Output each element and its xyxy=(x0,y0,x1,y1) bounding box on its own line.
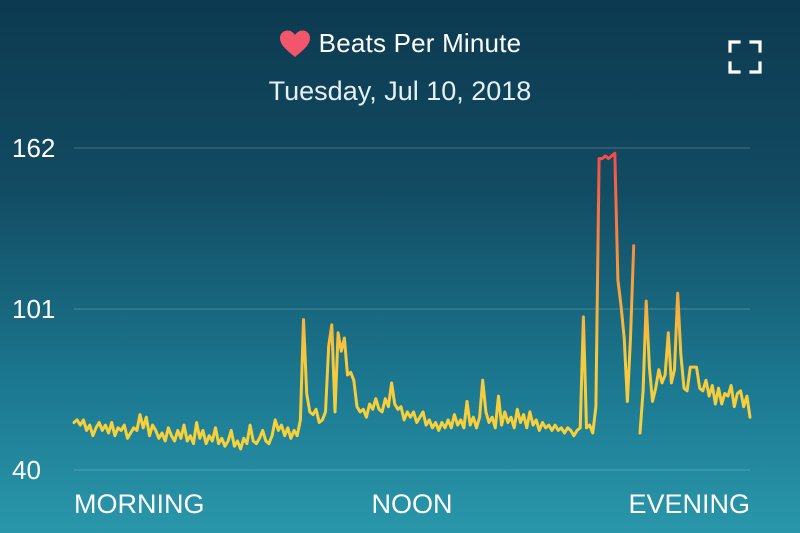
y-tick-label: 101 xyxy=(12,294,55,324)
chart-title: Beats Per Minute xyxy=(318,28,522,58)
fullscreen-icon[interactable] xyxy=(728,40,762,74)
heart-rate-line-segment-1 xyxy=(72,151,636,451)
x-tick-label-evening: EVENING xyxy=(628,489,750,519)
x-tick-label-morning: MORNING xyxy=(74,489,205,519)
y-tick-label: 40 xyxy=(12,455,41,485)
heart-icon xyxy=(279,30,310,57)
heart-rate-series xyxy=(72,151,752,451)
heart-rate-line-segment-2 xyxy=(638,291,752,435)
x-tick-label-noon: NOON xyxy=(372,489,453,519)
y-axis-labels: 162 101 40 xyxy=(12,133,55,485)
chart-header: Beats Per Minute xyxy=(0,28,800,59)
chart-date: Tuesday, Jul 10, 2018 xyxy=(268,76,532,106)
x-axis-labels: MORNING NOON EVENING xyxy=(74,489,750,519)
chart-grid xyxy=(74,147,750,471)
y-tick-label: 162 xyxy=(12,133,55,163)
